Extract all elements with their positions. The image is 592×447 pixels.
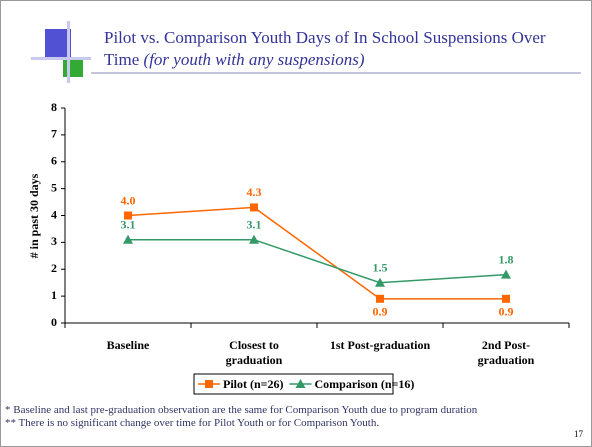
deco-bar <box>31 57 91 60</box>
title: Pilot vs. Comparison Youth Days of In Sc… <box>104 27 574 71</box>
legend-marker <box>295 379 306 388</box>
data-label: 1.5 <box>373 260 388 274</box>
y-tick-label: 5 <box>51 180 57 194</box>
x-tick-label: 1st Post-graduation <box>329 338 431 352</box>
footnote: ** There is no significant change over t… <box>5 417 380 429</box>
data-label: 0.9 <box>373 305 388 319</box>
data-label: 3.1 <box>121 217 136 231</box>
y-tick-label: 0 <box>51 315 57 329</box>
data-label: 3.1 <box>247 217 262 231</box>
y-axis-title: # in past 30 days <box>27 173 41 258</box>
y-tick-label: 7 <box>51 127 57 141</box>
point <box>375 277 385 287</box>
point <box>123 234 133 244</box>
point <box>124 211 132 220</box>
x-tick-label: Baseline <box>106 338 150 352</box>
x-tick-label: 2nd Post-graduation <box>477 338 535 367</box>
point <box>502 294 510 303</box>
point <box>249 234 259 244</box>
point <box>501 269 511 279</box>
data-label: 1.8 <box>499 252 514 266</box>
legend-label: Pilot (n=26) <box>223 377 284 391</box>
y-tick-label: 2 <box>51 261 57 275</box>
page-number: 17 <box>574 429 583 439</box>
y-tick-label: 8 <box>51 100 57 114</box>
point <box>250 203 258 212</box>
data-label: 4.0 <box>121 193 136 207</box>
data-label: 0.9 <box>499 305 514 319</box>
series-line <box>127 206 506 300</box>
subtitle: (for youth with any suspensions) <box>143 50 365 69</box>
series-line <box>128 238 507 284</box>
deco-bar <box>67 21 70 83</box>
y-tick-label: 3 <box>51 234 57 248</box>
y-tick-label: 6 <box>51 154 57 168</box>
y-tick-label: 4 <box>51 207 57 221</box>
data-label: 4.3 <box>247 185 262 199</box>
point <box>376 294 384 303</box>
footnote: * Baseline and last pre-graduation obser… <box>5 404 478 416</box>
legend-marker <box>205 380 213 388</box>
x-tick-label: Closest to graduation <box>225 338 283 367</box>
deco-square <box>45 29 71 59</box>
y-tick-label: 1 <box>51 288 57 302</box>
title-text: Pilot vs. Comparison Youth Days of In Sc… <box>104 28 546 69</box>
legend-label: Comparison (n=16) <box>315 377 415 391</box>
